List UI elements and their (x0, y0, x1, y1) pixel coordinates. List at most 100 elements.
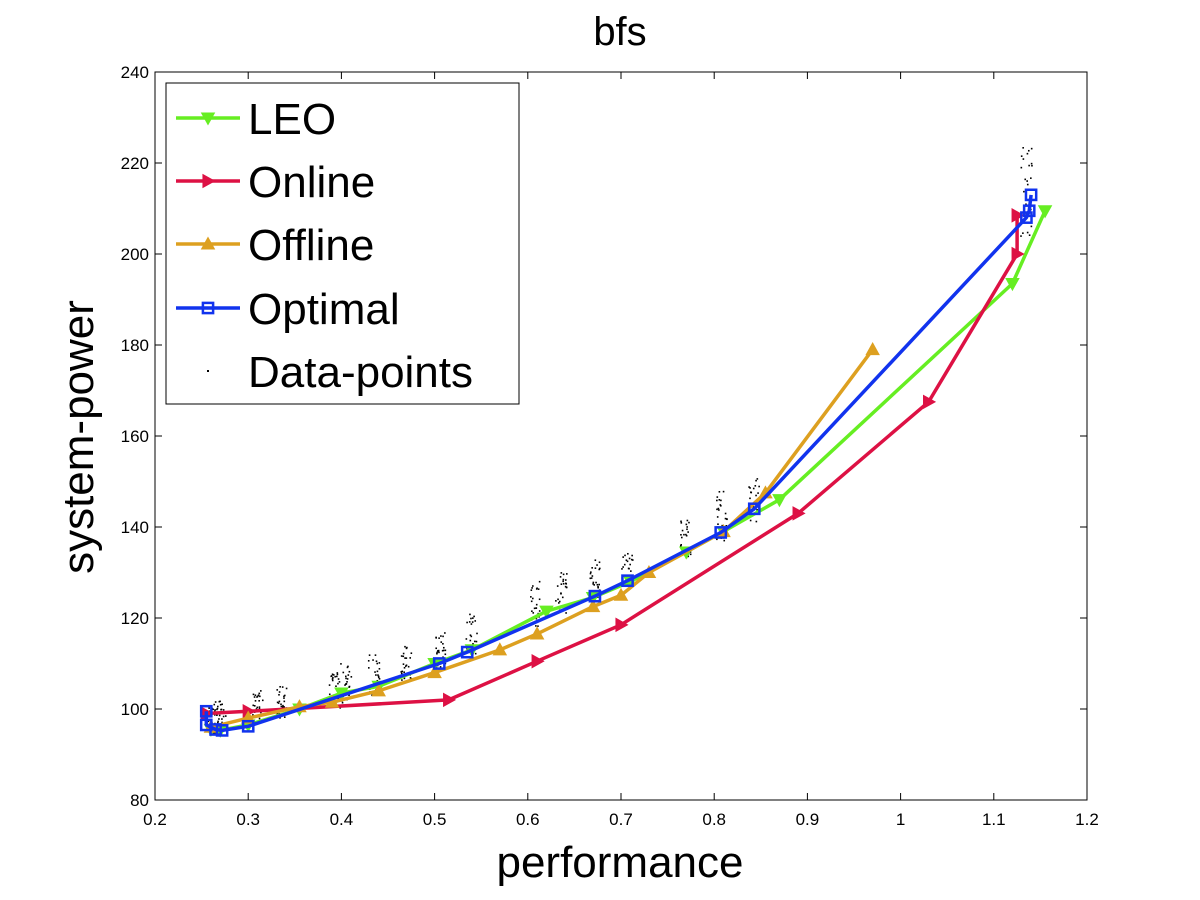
y-tick-label: 80 (130, 791, 149, 810)
data-point (337, 678, 340, 680)
data-point (216, 708, 218, 711)
data-point (1031, 164, 1033, 167)
data-point (748, 486, 750, 488)
y-axis-title: system-power (54, 300, 103, 574)
data-point (597, 585, 599, 588)
series-marker (199, 704, 213, 718)
series-optimal (199, 188, 1038, 737)
data-point (285, 687, 288, 690)
series-marker (1022, 204, 1036, 218)
data-point (280, 705, 283, 708)
legend-dot (207, 370, 209, 372)
data-point (556, 585, 559, 587)
series-marker (588, 589, 602, 603)
data-point (628, 557, 631, 560)
legend-item-data-points: Data-points (207, 348, 473, 397)
data-point (591, 575, 594, 577)
data-point (339, 707, 341, 709)
data-point (560, 572, 563, 574)
data-point (347, 665, 349, 668)
y-tick-label: 240 (121, 63, 149, 82)
data-point (328, 693, 331, 696)
data-point (533, 607, 536, 610)
data-point (402, 655, 405, 658)
data-point (255, 708, 258, 710)
data-point (279, 685, 281, 688)
data-point (214, 731, 216, 734)
data-point (328, 684, 331, 686)
data-point (472, 642, 474, 645)
data-point (376, 670, 379, 673)
data-point (629, 563, 631, 566)
data-point (282, 704, 284, 707)
data-point (438, 637, 440, 639)
series-marker (432, 657, 446, 670)
data-point (402, 663, 405, 665)
data-point (686, 519, 689, 522)
data-point (279, 717, 281, 719)
series-marker (209, 723, 222, 736)
series-marker (443, 692, 457, 708)
data-point (716, 496, 719, 498)
data-point (627, 567, 630, 570)
y-tick-label: 220 (121, 154, 149, 173)
x-tick-label: 1.2 (1075, 810, 1099, 829)
data-point (590, 571, 592, 573)
data-point (621, 568, 623, 570)
data-point (683, 533, 685, 536)
x-tick-label: 0.2 (143, 810, 167, 829)
data-point (347, 674, 350, 676)
data-point (530, 589, 533, 591)
data-point (686, 526, 688, 528)
data-point (261, 699, 264, 702)
data-point (565, 612, 567, 614)
data-point (726, 518, 728, 521)
data-point (348, 694, 350, 697)
data-point (257, 694, 260, 697)
data-point (1026, 152, 1029, 155)
data-point (562, 573, 565, 576)
series-marker (215, 724, 229, 737)
data-point (589, 572, 592, 575)
data-point (596, 564, 598, 566)
data-point (405, 657, 408, 659)
data-point (558, 600, 561, 603)
data-point (472, 617, 474, 619)
data-point (717, 507, 720, 510)
data-point (403, 666, 406, 669)
data-point (1030, 147, 1033, 150)
data-point (375, 660, 378, 663)
data-point (631, 559, 634, 561)
data-point (589, 577, 592, 580)
series-marker (531, 653, 545, 669)
data-point (442, 649, 445, 652)
data-point (680, 543, 682, 546)
data-point (557, 602, 560, 604)
data-point (685, 523, 688, 526)
data-point (346, 681, 348, 683)
series-marker (621, 574, 634, 588)
series-marker (1011, 246, 1025, 262)
data-point (717, 523, 719, 525)
data-point (330, 675, 333, 677)
data-point (755, 520, 758, 523)
data-point (564, 585, 567, 588)
data-point (256, 706, 259, 709)
data-point (537, 588, 540, 590)
data-point (439, 666, 442, 668)
x-tick-label: 0.3 (236, 810, 260, 829)
data-point (622, 566, 624, 568)
data-point (535, 607, 538, 609)
data-point (221, 721, 223, 724)
data-point (1030, 225, 1033, 228)
series-marker (460, 645, 474, 659)
data-point (252, 714, 254, 716)
data-point (716, 538, 718, 541)
data-point (530, 596, 532, 598)
data-point (400, 672, 403, 675)
y-tick-label: 140 (121, 518, 149, 537)
data-point (258, 707, 261, 710)
data-point (283, 706, 285, 708)
data-point (1026, 183, 1029, 186)
data-point (685, 534, 688, 537)
